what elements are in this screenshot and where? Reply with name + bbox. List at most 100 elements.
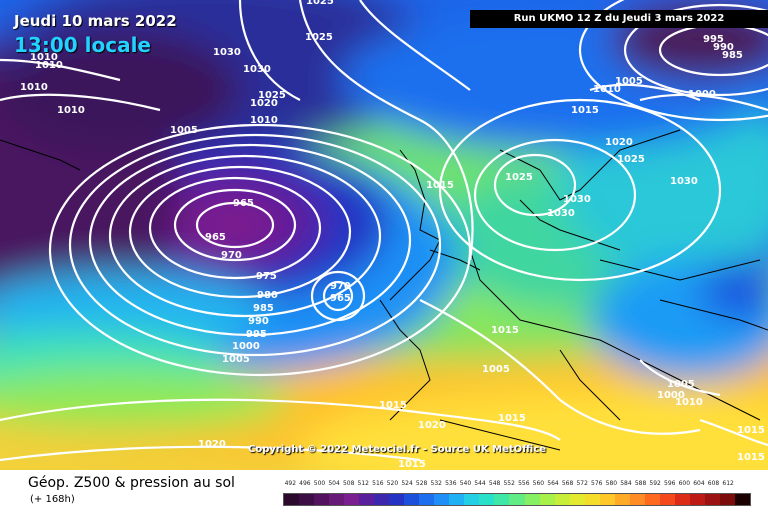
isobar-label: 1010 [57, 105, 85, 116]
isobar-label: 1015 [379, 400, 407, 411]
legend-swatch [689, 494, 705, 505]
legend-swatch [584, 494, 600, 505]
footer: Géop. Z500 & pression au sol (+ 168h) 49… [0, 470, 768, 512]
legend-swatch [509, 494, 525, 505]
legend-tick-label: 608 [707, 480, 720, 487]
legend-tick-label: 580 [605, 480, 618, 487]
isobar-label: 1025 [617, 154, 645, 165]
legend-tick-label: 612 [722, 480, 734, 487]
legend-swatch [329, 494, 345, 505]
map-canvas: 1025 1025 1030 1030 1010 1010 1010 1010 … [0, 0, 768, 470]
legend-tick-label: 572 [576, 480, 588, 487]
legend-swatch [479, 494, 495, 505]
isobar-label: 1030 [563, 194, 591, 205]
isobar-label: 965 [330, 293, 351, 304]
legend-tick-label: 492 [284, 480, 297, 487]
legend-swatch [344, 494, 360, 505]
isobar-label: 965 [205, 232, 226, 243]
legend-tick-label: 516 [372, 480, 384, 487]
forecast-date: Jeudi 10 mars 2022 [14, 12, 177, 30]
legend-swatch [704, 494, 720, 505]
legend-tick-label: 496 [299, 480, 311, 487]
isobar-label: 985 [253, 303, 274, 314]
legend-swatch [404, 494, 420, 505]
isobar-label: 1020 [605, 137, 633, 148]
legend-tick-label: 560 [532, 480, 545, 487]
isobar-label: 1015 [571, 105, 599, 116]
legend-tick-label: 548 [488, 480, 501, 487]
legend-swatch [299, 494, 315, 505]
isobar-label: 965 [233, 198, 254, 209]
legend-tick-label: 508 [342, 480, 355, 487]
legend-swatch [419, 494, 435, 505]
isobar-label: 990 [713, 42, 734, 53]
legend-tick-label: 568 [561, 480, 574, 487]
legend-swatch [719, 494, 735, 505]
legend-swatch [644, 494, 660, 505]
legend-tick-label: 536 [445, 480, 457, 487]
legend-tick-label: 540 [459, 480, 472, 487]
legend-tick-label: 520 [386, 480, 399, 487]
legend-swatch [434, 494, 450, 505]
isobar-label: 1005 [615, 76, 643, 87]
legend-swatch [569, 494, 585, 505]
isobar-label: 1000 [688, 89, 716, 100]
isobar-label: 1025 [505, 172, 533, 183]
legend-swatch [389, 494, 405, 505]
isobar-label: 1030 [670, 176, 698, 187]
isobar-label: 1010 [20, 82, 48, 93]
legend-swatch [629, 494, 645, 505]
legend-tick-label: 504 [328, 480, 340, 487]
legend-swatch [614, 494, 630, 505]
legend-swatch [314, 494, 330, 505]
legend-swatch [659, 494, 675, 505]
isobar-label: 1025 [306, 0, 334, 7]
legend-swatch [494, 494, 510, 505]
isobar-labels: 1025 1025 1030 1030 1010 1010 1010 1010 … [20, 0, 765, 470]
legend-swatch [524, 494, 540, 505]
legend-tick-label: 532 [430, 480, 442, 487]
isobar-label: 1030 [213, 47, 241, 58]
legend-swatch [599, 494, 615, 505]
legend-swatch [359, 494, 375, 505]
isobar-label: 1015 [498, 413, 526, 424]
isobar-label: 1020 [250, 98, 278, 109]
map-title: Géop. Z500 & pression au sol [28, 475, 235, 491]
legend-tick-label: 512 [357, 480, 369, 487]
isobar-label: 1015 [737, 452, 765, 463]
isobar-label: 1010 [30, 52, 58, 63]
legend-swatch [554, 494, 570, 505]
legend-tick-label: 500 [313, 480, 326, 487]
isobar-label: 970 [330, 281, 351, 292]
isobar-label: 1010 [675, 397, 703, 408]
legend-ticks: 492 496 500 504 508 512 516 520 524 528 532 536 540 5… [283, 480, 751, 493]
isobars [0, 0, 768, 460]
legend-tick-label: 528 [415, 480, 428, 487]
isobar-label: 1015 [737, 425, 765, 436]
isobar-label: 1005 [222, 354, 250, 365]
copyright-notice: Copyright © 2022 Meteociel.fr - Source U… [248, 444, 547, 455]
isobar-label: 1000 [232, 341, 260, 352]
isobar-label: 995 [703, 34, 724, 45]
legend-tick-label: 584 [620, 480, 632, 487]
legend-swatch [674, 494, 690, 505]
legend-swatch [539, 494, 555, 505]
legend-tick-label: 544 [474, 480, 486, 487]
legend-tick-label: 556 [518, 480, 530, 487]
legend-tick-label: 588 [634, 480, 647, 487]
forecast-time: 13:00 locale [14, 33, 151, 57]
isobar-label: 1005 [170, 125, 198, 136]
legend-tick-label: 524 [401, 480, 413, 487]
isobar-label: 970 [221, 250, 242, 261]
legend-tick-label: 604 [693, 480, 705, 487]
legend-swatches [283, 493, 751, 506]
legend-tick-label: 576 [591, 480, 603, 487]
legend-swatch [284, 494, 300, 505]
isobar-label: 995 [246, 329, 267, 340]
isobar-label: 1030 [243, 64, 271, 75]
legend-swatch [374, 494, 390, 505]
weather-map: 1025 1025 1030 1030 1010 1010 1010 1010 … [0, 0, 768, 470]
isobar-label: 1030 [547, 208, 575, 219]
isobar-label: 1005 [667, 379, 695, 390]
isobar-label: 1010 [593, 84, 621, 95]
